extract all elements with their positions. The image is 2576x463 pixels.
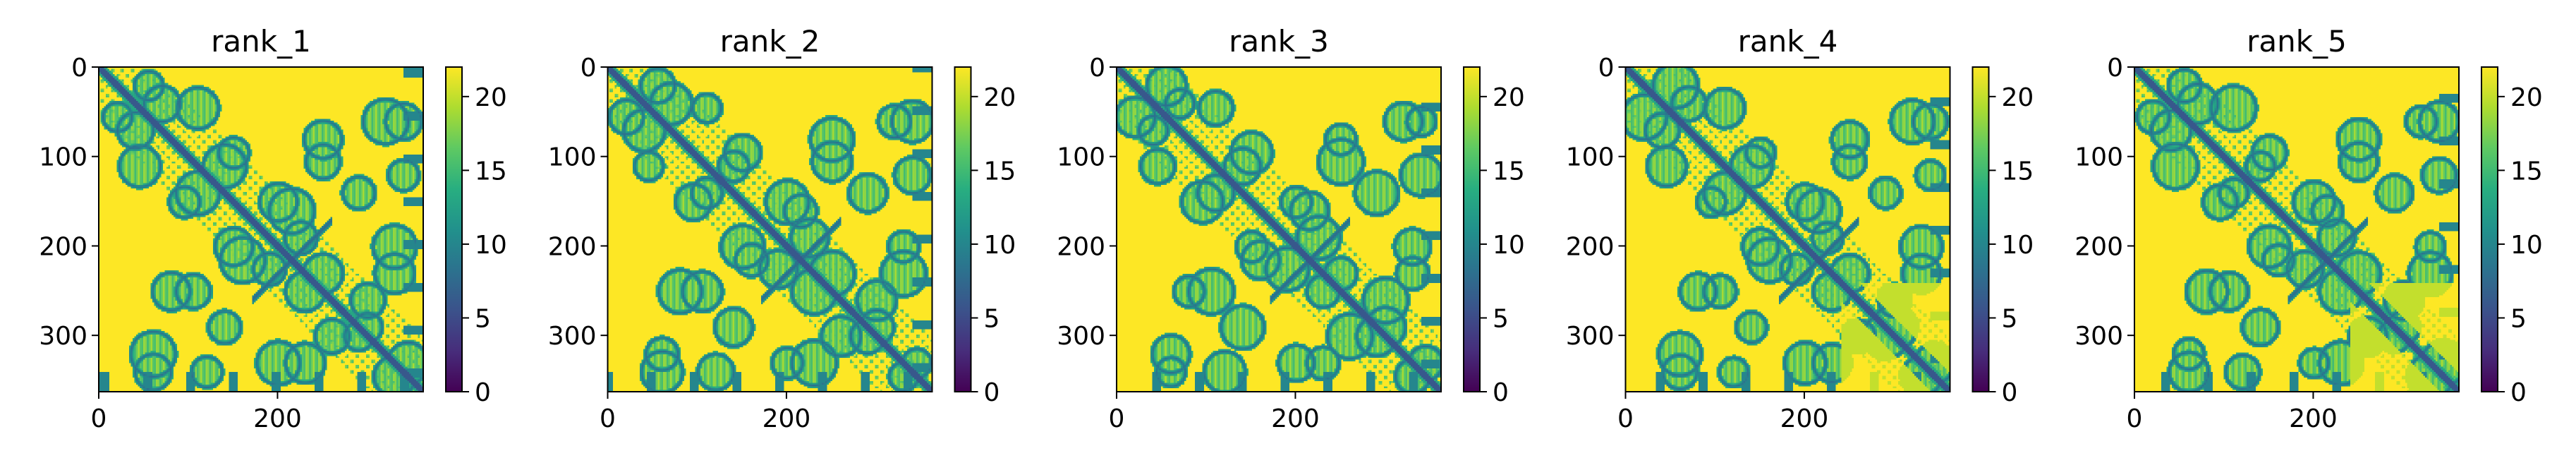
y-tick-label: 300 xyxy=(1566,322,1615,351)
colorbar-tick-label: 0 xyxy=(2510,378,2527,407)
colorbar-tick-label: 15 xyxy=(475,157,507,186)
y-tick-label: 300 xyxy=(548,322,597,351)
plot-frame xyxy=(1116,66,1442,392)
colorbar-tick-label: 10 xyxy=(2002,231,2034,260)
colorbar xyxy=(445,66,463,392)
heatmap-panel-3: rank_3 0 200 0 100 200 300 0 5 10 15 20 xyxy=(1057,24,1525,433)
y-tick-label: 0 xyxy=(71,54,87,83)
y-tick-label: 0 xyxy=(1598,54,1615,83)
colorbar-tick-label: 15 xyxy=(984,157,1016,186)
panel-title: rank_1 xyxy=(211,24,311,59)
heatmap-panel-1: rank_1 0 200 0 100 200 300 0 5 10 15 20 xyxy=(39,24,507,433)
x-tick-label: 200 xyxy=(2289,404,2338,433)
colorbar-tick-label: 10 xyxy=(2510,231,2543,260)
y-tick-label: 0 xyxy=(2107,54,2123,83)
y-tick-label: 100 xyxy=(1057,143,1105,172)
colorbar-tick-label: 15 xyxy=(2002,157,2034,186)
colorbar-tick-label: 20 xyxy=(984,83,1016,112)
colorbar-tick-label: 20 xyxy=(475,83,507,112)
heatmap-panel-2: rank_2 0 200 0 100 200 300 0 5 10 15 20 xyxy=(548,24,1016,433)
plot-frame xyxy=(607,66,933,392)
y-tick-label: 300 xyxy=(39,322,87,351)
heatmap-panel-5: rank_5 0 200 0 100 200 300 0 5 10 15 20 xyxy=(2074,24,2543,433)
y-tick-label: 100 xyxy=(548,143,597,172)
colorbar-tick-label: 5 xyxy=(984,304,1000,333)
colorbar-tick-label: 0 xyxy=(1493,378,1509,407)
y-tick-label: 300 xyxy=(2074,322,2123,351)
colorbar-tick-label: 10 xyxy=(984,231,1016,260)
panel-title: rank_2 xyxy=(720,24,820,59)
heatmap-image xyxy=(2134,67,2459,392)
colorbar xyxy=(1463,66,1481,392)
heatmap-image xyxy=(1625,67,1950,392)
colorbar xyxy=(1972,66,1990,392)
colorbar-tick-label: 5 xyxy=(475,304,491,333)
panel-title: rank_3 xyxy=(1229,24,1329,59)
y-tick-label: 200 xyxy=(548,232,597,261)
colorbar-tick-label: 10 xyxy=(475,231,507,260)
y-tick-label: 100 xyxy=(1566,143,1615,172)
plot-frame xyxy=(1624,66,1951,392)
y-tick-label: 0 xyxy=(581,54,597,83)
colorbar-tick-label: 15 xyxy=(1493,157,1525,186)
colorbar xyxy=(954,66,972,392)
heatmap-image xyxy=(607,67,932,392)
colorbar-tick-label: 5 xyxy=(2002,304,2018,333)
plot-frame xyxy=(2134,66,2460,392)
heatmap-image xyxy=(99,67,423,392)
colorbar-tick-label: 15 xyxy=(2510,157,2543,186)
y-tick-label: 200 xyxy=(2074,232,2123,261)
x-tick-label: 200 xyxy=(763,404,811,433)
colorbar-tick-label: 20 xyxy=(2510,83,2543,112)
heatmap-panel-4: rank_4 0 200 0 100 200 300 0 5 10 15 20 xyxy=(1566,24,2034,433)
y-tick-label: 200 xyxy=(39,232,87,261)
y-tick-label: 0 xyxy=(1089,54,1105,83)
y-tick-label: 100 xyxy=(2074,143,2123,172)
colorbar-tick-label: 0 xyxy=(475,378,491,407)
colorbar-tick-label: 0 xyxy=(2002,378,2018,407)
x-tick-label: 0 xyxy=(91,404,107,433)
plot-frame xyxy=(98,66,424,392)
x-tick-label: 200 xyxy=(1780,404,1829,433)
colorbar xyxy=(2481,66,2498,392)
colorbar-tick-label: 0 xyxy=(984,378,1000,407)
y-tick-label: 200 xyxy=(1057,232,1105,261)
x-tick-label: 0 xyxy=(1617,404,1634,433)
colorbar-tick-label: 10 xyxy=(1493,231,1525,260)
x-tick-label: 200 xyxy=(1271,404,1320,433)
y-tick-label: 300 xyxy=(1057,322,1105,351)
colorbar-tick-label: 20 xyxy=(2002,83,2034,112)
x-tick-label: 0 xyxy=(2127,404,2143,433)
x-tick-label: 0 xyxy=(1109,404,1125,433)
x-tick-label: 0 xyxy=(600,404,616,433)
y-tick-label: 200 xyxy=(1566,232,1615,261)
x-tick-label: 200 xyxy=(253,404,302,433)
panel-title: rank_4 xyxy=(1738,24,1838,59)
y-tick-label: 100 xyxy=(39,143,87,172)
heatmap-image xyxy=(1117,67,1441,392)
colorbar-tick-label: 5 xyxy=(1493,304,1509,333)
colorbar-tick-label: 5 xyxy=(2510,304,2527,333)
panel-title: rank_5 xyxy=(2247,24,2347,59)
colorbar-tick-label: 20 xyxy=(1493,83,1525,112)
